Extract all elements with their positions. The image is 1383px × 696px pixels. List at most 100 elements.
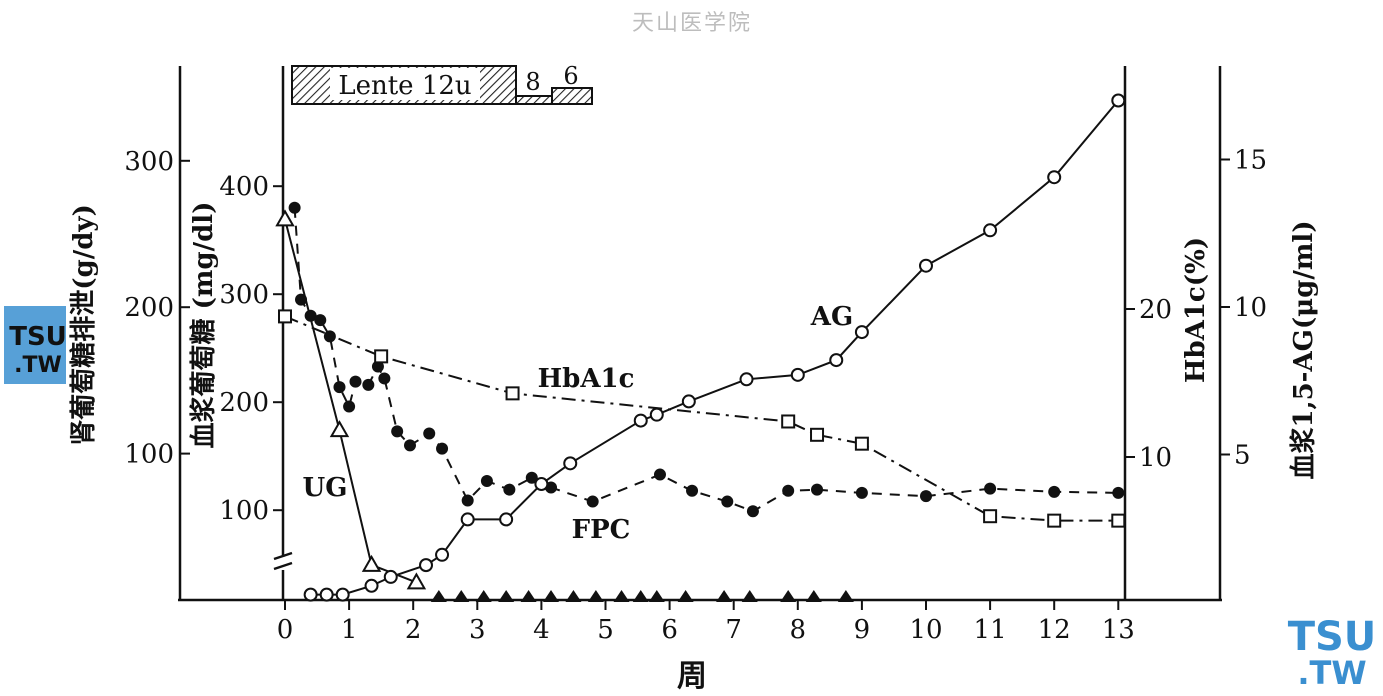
point-ag (1047, 170, 1062, 185)
point-fpc (436, 442, 449, 455)
point-ug-zero (677, 590, 694, 602)
x-tick-label: 3 (469, 615, 486, 645)
point-fpc (362, 378, 375, 391)
point-ug-zero (565, 590, 582, 602)
point-fpc (343, 400, 356, 413)
point-fpc (855, 486, 868, 499)
point-hba1c (983, 509, 998, 524)
point-ug-zero (587, 590, 604, 602)
ag-tick-label: 15 (1234, 146, 1267, 176)
ug-tick-label: 100 (124, 440, 174, 470)
fpc-tick-label: 300 (219, 280, 269, 310)
point-ag (335, 587, 350, 602)
fpc-tick-label: 100 (219, 496, 269, 526)
point-ug-zero (475, 590, 492, 602)
point-ug-zero (780, 590, 797, 602)
point-ag (1111, 93, 1126, 108)
point-ag (739, 372, 754, 387)
ag-tick-label: 5 (1234, 441, 1251, 471)
series-line-fpc (293, 207, 1119, 513)
point-fpc (721, 495, 734, 508)
point-ag (649, 407, 664, 422)
point-ag (854, 325, 869, 340)
series-label-hba1c: HbA1c (538, 364, 635, 394)
x-tick-label: 12 (1038, 615, 1071, 645)
point-ug-zero (613, 590, 630, 602)
hba1c-tick-label: 10 (1139, 443, 1172, 473)
point-hba1c (1047, 513, 1062, 528)
point-hba1c (810, 427, 825, 442)
x-tick-label: 1 (341, 615, 358, 645)
ug-tick-label: 300 (124, 147, 174, 177)
point-hba1c (374, 349, 389, 364)
point-fpc (295, 293, 308, 306)
point-fpc (333, 381, 346, 394)
point-ug-zero (520, 590, 537, 602)
point-ag (460, 512, 475, 527)
point-ug-zero (837, 590, 854, 602)
point-ag (435, 547, 450, 562)
hba1c-axis-label: HbA1c(%) (1181, 237, 1211, 383)
ag-tick-label: 10 (1234, 293, 1267, 323)
watermark-logo-left (4, 306, 66, 384)
point-fpc (1112, 486, 1125, 499)
point-fpc (1048, 485, 1061, 498)
point-ug-zero (716, 590, 733, 602)
point-ug (406, 572, 427, 590)
x-tick-label: 4 (533, 615, 550, 645)
point-fpc (288, 201, 301, 214)
series-line-hba1c (284, 315, 1119, 522)
point-fpc (314, 314, 327, 327)
point-fpc (371, 360, 384, 373)
insulin-bar-label-lente: Lente 12u (338, 71, 471, 101)
point-ag (319, 587, 334, 602)
hba1c-tick-label: 20 (1139, 295, 1172, 325)
point-fpc (920, 490, 932, 503)
point-fpc (525, 471, 538, 484)
point-ag (303, 587, 318, 602)
point-ug-zero (453, 590, 470, 602)
ug-tick-label: 200 (124, 293, 174, 323)
point-ag (983, 223, 998, 238)
point-ag (829, 353, 844, 368)
point-ug-zero (430, 590, 447, 602)
point-hba1c (1111, 513, 1126, 528)
insulin-bar-8 (515, 95, 553, 105)
watermark-logo-left-line2: .TW (14, 353, 62, 378)
point-fpc (349, 375, 362, 388)
x-tick-label: 13 (1102, 615, 1135, 645)
point-ag (499, 512, 514, 527)
point-ug (275, 209, 295, 227)
x-tick-label: 9 (854, 615, 871, 645)
point-ag (633, 413, 648, 428)
point-fpc (503, 483, 516, 496)
point-ug-zero (741, 590, 758, 602)
series-label-ug: UG (303, 473, 348, 503)
point-fpc (811, 483, 824, 496)
point-fpc (323, 330, 336, 343)
point-fpc (746, 505, 759, 518)
x-tick-label: 11 (974, 615, 1007, 645)
point-hba1c (278, 309, 292, 324)
point-ug-zero (805, 590, 822, 602)
watermark-title: 天山医学院 (632, 11, 752, 36)
point-hba1c (854, 436, 869, 451)
series-label-fpc: FPC (572, 515, 631, 545)
point-ag (419, 558, 434, 573)
point-hba1c (505, 386, 520, 401)
point-ag (534, 477, 549, 491)
x-tick-label: 0 (277, 615, 294, 645)
point-fpc (461, 494, 474, 507)
point-ug-zero (632, 590, 649, 602)
watermark-logo-left-line1: TSU (9, 322, 67, 352)
insulin-bar-label-8: 8 (525, 68, 540, 96)
point-fpc (423, 427, 436, 440)
insulin-bar-6 (551, 87, 593, 105)
series-label-ag: AG (810, 302, 853, 332)
watermark-logo-right-line1: TSU (1288, 614, 1377, 660)
point-ug-zero (498, 590, 515, 602)
insulin-bar-label-bg (330, 68, 480, 100)
x-tick-label: 7 (725, 615, 742, 645)
